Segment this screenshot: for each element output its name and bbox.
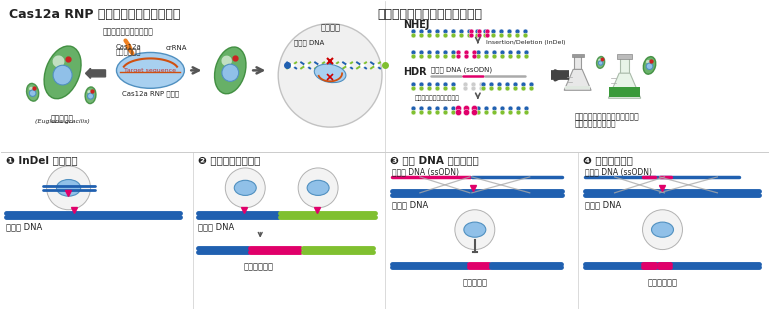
Bar bbox=[571, 54, 584, 57]
Text: ドナー DNA (ssODN): ドナー DNA (ssODN) bbox=[392, 167, 459, 176]
Ellipse shape bbox=[116, 52, 184, 88]
Ellipse shape bbox=[85, 87, 96, 104]
Text: NHEJ: NHEJ bbox=[403, 20, 430, 30]
Text: (Euglena gracilis): (Euglena gracilis) bbox=[35, 119, 90, 124]
Text: Cas12a: Cas12a bbox=[116, 43, 142, 50]
Polygon shape bbox=[608, 73, 641, 98]
Circle shape bbox=[226, 168, 265, 208]
Circle shape bbox=[455, 210, 495, 250]
Text: ゲノム DNA: ゲノム DNA bbox=[584, 201, 621, 210]
Ellipse shape bbox=[29, 87, 33, 91]
Ellipse shape bbox=[307, 180, 329, 195]
Ellipse shape bbox=[651, 222, 674, 237]
Bar bbox=[620, 57, 629, 73]
Bar bbox=[618, 54, 631, 59]
Text: ❶ InDel 変異導入: ❶ InDel 変異導入 bbox=[5, 155, 77, 165]
Text: crRNA: crRNA bbox=[166, 46, 187, 51]
Text: ❸ 短鎖 DNA 配列の挿入: ❸ 短鎖 DNA 配列の挿入 bbox=[390, 155, 479, 165]
Text: ゲノム DNA: ゲノム DNA bbox=[294, 39, 324, 46]
Ellipse shape bbox=[646, 63, 653, 69]
Polygon shape bbox=[564, 69, 591, 90]
Ellipse shape bbox=[597, 56, 604, 68]
Circle shape bbox=[298, 168, 338, 208]
Ellipse shape bbox=[222, 64, 239, 81]
Ellipse shape bbox=[88, 93, 93, 99]
Ellipse shape bbox=[234, 180, 256, 195]
Text: 長い欠損変異: 長い欠損変異 bbox=[243, 263, 273, 272]
Bar bbox=[574, 56, 581, 69]
Text: エレクトロポレーション: エレクトロポレーション bbox=[103, 28, 154, 37]
Ellipse shape bbox=[52, 55, 65, 68]
Text: Insertion/Deletion (InDel): Insertion/Deletion (InDel) bbox=[486, 40, 565, 45]
Text: ノックイン: ノックイン bbox=[462, 278, 487, 287]
Ellipse shape bbox=[464, 222, 486, 237]
Text: ゲノム DNA: ゲノム DNA bbox=[5, 223, 42, 232]
Ellipse shape bbox=[53, 65, 72, 85]
Text: ゲノム編集ユーグレナ株の取得: ゲノム編集ユーグレナ株の取得 bbox=[377, 8, 483, 21]
Ellipse shape bbox=[598, 61, 603, 65]
Polygon shape bbox=[125, 39, 133, 55]
Ellipse shape bbox=[29, 90, 36, 96]
Text: ❹ 塩基書き換え: ❹ 塩基書き換え bbox=[583, 155, 632, 165]
Ellipse shape bbox=[598, 59, 601, 61]
Ellipse shape bbox=[215, 47, 246, 94]
Text: ドナー DNA (ssODN): ドナー DNA (ssODN) bbox=[431, 66, 492, 73]
Text: Target sequence: Target sequence bbox=[125, 68, 176, 73]
Ellipse shape bbox=[56, 179, 81, 196]
Text: 塩基書き換え: 塩基書き換え bbox=[648, 278, 678, 287]
Text: ヌクレアーゼ: ヌクレアーゼ bbox=[116, 48, 141, 55]
Circle shape bbox=[642, 210, 682, 250]
Text: Cas12a RNP 複合体の細胞内への導入: Cas12a RNP 複合体の細胞内への導入 bbox=[8, 8, 180, 21]
Text: ユーグレナ: ユーグレナ bbox=[51, 114, 74, 123]
Text: Cas12a RNP 複合体: Cas12a RNP 複合体 bbox=[122, 90, 179, 97]
Ellipse shape bbox=[646, 60, 650, 64]
Text: ドナー DNA (ssODN): ドナー DNA (ssODN) bbox=[584, 167, 651, 176]
Text: ゲノム DNA: ゲノム DNA bbox=[199, 223, 235, 232]
Ellipse shape bbox=[643, 57, 656, 74]
FancyArrow shape bbox=[85, 69, 105, 78]
Ellipse shape bbox=[26, 83, 38, 101]
Text: ・ユーグレナの基礎研究の推進: ・ユーグレナの基礎研究の推進 bbox=[574, 112, 639, 121]
Text: ノックイン・塩基書き換え: ノックイン・塩基書き換え bbox=[415, 95, 460, 101]
Text: ❷ 長い欠損変異導入: ❷ 長い欠損変異導入 bbox=[199, 155, 261, 165]
Text: HDR: HDR bbox=[403, 67, 427, 78]
Ellipse shape bbox=[44, 46, 81, 99]
Text: 細胞核内: 細胞核内 bbox=[320, 24, 340, 33]
Ellipse shape bbox=[222, 55, 232, 66]
Text: ゲノム DNA: ゲノム DNA bbox=[392, 201, 428, 210]
Text: ・有用形質株の創出: ・有用形質株の創出 bbox=[574, 119, 616, 128]
Ellipse shape bbox=[314, 64, 346, 82]
Polygon shape bbox=[609, 87, 640, 97]
Ellipse shape bbox=[87, 90, 91, 94]
Circle shape bbox=[47, 166, 91, 210]
Polygon shape bbox=[565, 86, 590, 89]
Circle shape bbox=[278, 24, 382, 127]
